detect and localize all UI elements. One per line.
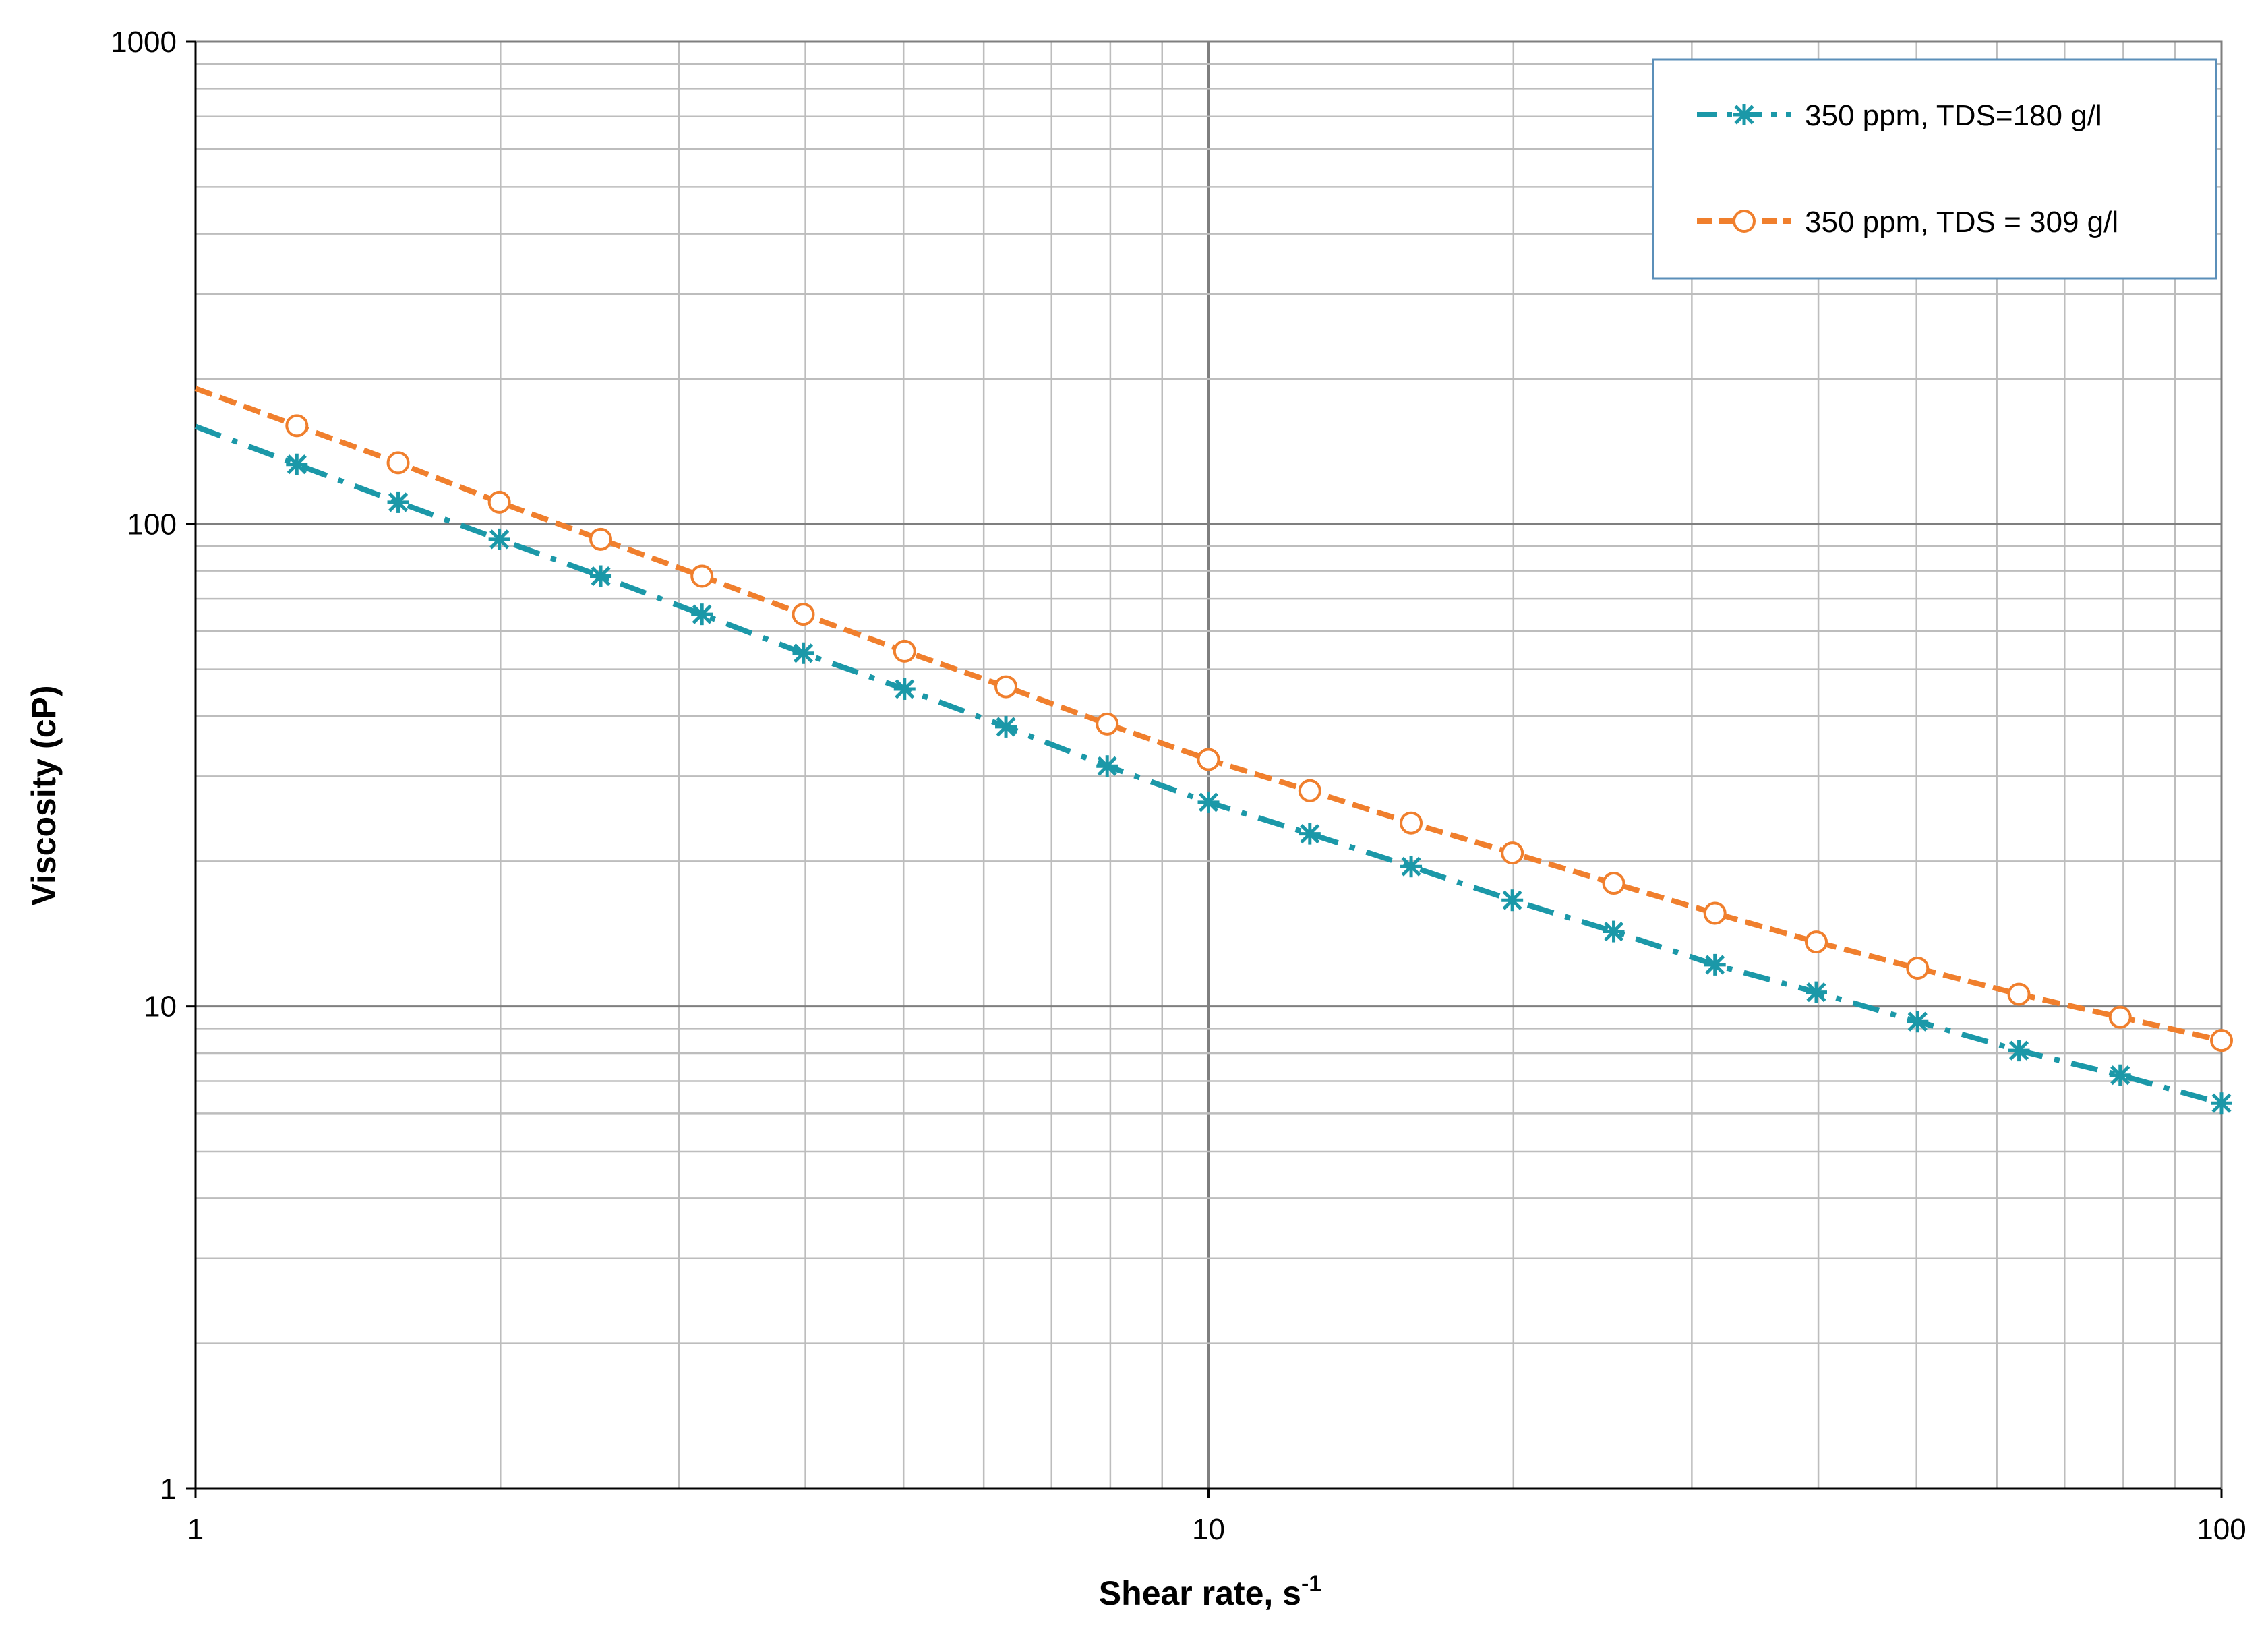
series-2-point [386, 451, 410, 475]
series-2-point [1703, 901, 1727, 925]
series-1-point [1907, 1011, 1929, 1033]
x-axis-title: Shear rate, s-1 [1099, 1571, 1321, 1612]
legend-marker-2 [1733, 210, 1756, 233]
series-2-point [1602, 872, 1625, 895]
series-1-point [995, 715, 1017, 738]
legend-label-2: 350 ppm, TDS = 309 g/l [1805, 206, 2118, 239]
series-1-point [1400, 856, 1423, 878]
legend: 350 ppm, TDS=180 g/l 350 ppm, TDS = 309 g… [1652, 58, 2217, 280]
series-2-point [1501, 841, 1524, 865]
axes: 1 10 100 1 10 100 1000 [111, 26, 2246, 1546]
y-axis-title: Viscosity (cP) [25, 685, 63, 905]
y-tick-label: 1 [160, 1473, 177, 1506]
series-1-point [1501, 889, 1524, 912]
series-2-point [1298, 779, 1321, 802]
series-2-point [1096, 712, 1119, 736]
series-1-point [893, 678, 916, 700]
series-1-point [691, 603, 713, 626]
series-2-point [893, 639, 916, 663]
series-1-point [286, 453, 308, 475]
series-2-point [994, 675, 1018, 699]
series-1-point [1704, 953, 1726, 976]
series-1-point [1197, 791, 1220, 813]
series-2-point [1804, 930, 1828, 954]
legend-box [1652, 58, 2217, 280]
series-1-point [590, 565, 612, 587]
series-2-point [2210, 1029, 2233, 1052]
x-tick-label: 100 [2197, 1513, 2246, 1546]
y-tick-label: 100 [127, 508, 177, 541]
series-1-point [2109, 1064, 2131, 1086]
x-axis-title-superscript: -1 [1301, 1571, 1321, 1597]
series-layer [194, 386, 2233, 1115]
legend-label-1: 350 ppm, TDS=180 g/l [1805, 99, 2102, 132]
series-1-point [1096, 755, 1118, 777]
series-1-point [387, 491, 409, 513]
series-1-point [792, 642, 814, 664]
series-1-point [488, 528, 510, 550]
x-tick-label: 10 [1192, 1513, 1225, 1546]
series-2-point [1906, 957, 1930, 980]
series-2-point [1400, 811, 1423, 835]
legend-marker-1 [1733, 104, 1755, 125]
series-2-point [285, 414, 309, 438]
series-2-point [487, 490, 511, 514]
series-2-point [589, 527, 613, 551]
series-2-point [2007, 982, 2031, 1006]
series-2-point [1197, 748, 1220, 771]
series-1-point [1805, 981, 1827, 1003]
series-1-point [2211, 1092, 2232, 1115]
x-axis-title-text: Shear rate, s [1099, 1574, 1301, 1612]
series-2-point [690, 564, 714, 588]
series-1-point [2008, 1040, 2030, 1062]
y-tick-label: 10 [144, 990, 177, 1023]
series-1-point [1603, 920, 1625, 943]
series-2-point [2108, 1005, 2132, 1029]
series-1-point [1299, 823, 1321, 845]
x-tick-label: 1 [187, 1513, 204, 1546]
series-2-point [792, 603, 815, 626]
y-tick-label: 1000 [111, 26, 177, 59]
